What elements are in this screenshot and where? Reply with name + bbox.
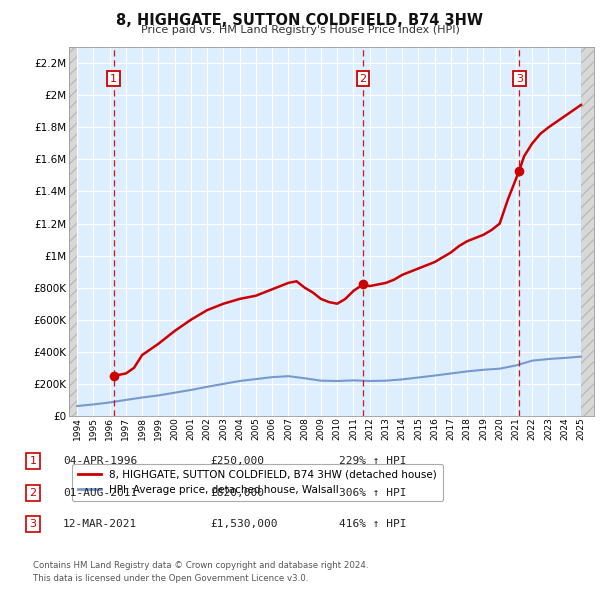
Text: 3: 3 — [516, 74, 523, 84]
Text: 12-MAR-2021: 12-MAR-2021 — [63, 519, 137, 529]
Text: 04-APR-1996: 04-APR-1996 — [63, 457, 137, 466]
Text: 416% ↑ HPI: 416% ↑ HPI — [339, 519, 407, 529]
Legend: 8, HIGHGATE, SUTTON COLDFIELD, B74 3HW (detached house), HPI: Average price, det: 8, HIGHGATE, SUTTON COLDFIELD, B74 3HW (… — [71, 464, 443, 502]
Text: 2: 2 — [29, 488, 37, 497]
Text: 8, HIGHGATE, SUTTON COLDFIELD, B74 3HW: 8, HIGHGATE, SUTTON COLDFIELD, B74 3HW — [116, 13, 484, 28]
Text: 1: 1 — [29, 457, 37, 466]
Text: 1: 1 — [110, 74, 117, 84]
Bar — [581, 47, 594, 416]
Text: 229% ↑ HPI: 229% ↑ HPI — [339, 457, 407, 466]
Text: £820,000: £820,000 — [210, 488, 264, 497]
Text: £1,530,000: £1,530,000 — [210, 519, 277, 529]
Text: Contains HM Land Registry data © Crown copyright and database right 2024.
This d: Contains HM Land Registry data © Crown c… — [33, 562, 368, 583]
Bar — [69, 47, 77, 416]
Text: 2: 2 — [359, 74, 367, 84]
Text: 3: 3 — [29, 519, 37, 529]
Text: 01-AUG-2011: 01-AUG-2011 — [63, 488, 137, 497]
Text: £250,000: £250,000 — [210, 457, 264, 466]
Text: 306% ↑ HPI: 306% ↑ HPI — [339, 488, 407, 497]
Text: Price paid vs. HM Land Registry's House Price Index (HPI): Price paid vs. HM Land Registry's House … — [140, 25, 460, 35]
